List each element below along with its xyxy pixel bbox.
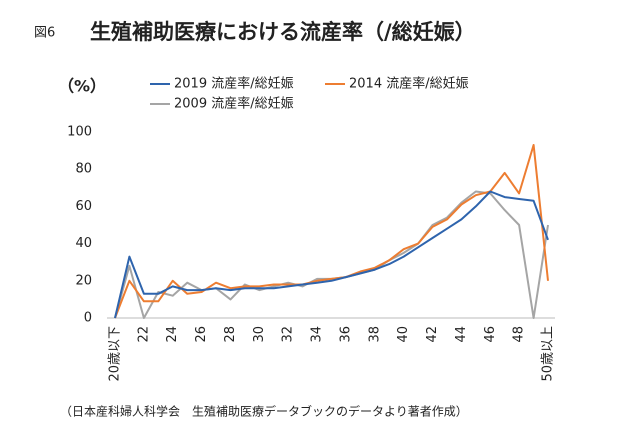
y-tick-label: 60: [75, 199, 92, 214]
x-tick-label: 30: [252, 326, 267, 343]
y-tick-label: 0: [84, 311, 92, 326]
chart-title: 生殖補助医療における流産率（/総妊娠）: [90, 20, 476, 44]
x-tick-label: 38: [367, 326, 382, 343]
x-tick-label: 44: [454, 326, 469, 343]
x-tick-label: 32: [281, 326, 296, 343]
x-tick-label: 40: [396, 326, 411, 343]
x-tick-label: 20歳以下: [108, 326, 123, 382]
figure-label: 図6: [34, 26, 55, 41]
x-tick-label: 36: [338, 326, 353, 343]
legend-label: 2009 流産率/総妊娠: [174, 96, 294, 112]
legend-label: 2014 流産率/総妊娠: [349, 76, 469, 92]
y-tick-label: 100: [67, 125, 92, 140]
y-unit: （%）: [58, 77, 106, 96]
y-tick-label: 80: [75, 162, 92, 177]
x-tick-label: 24: [165, 326, 180, 343]
series-line: [114, 144, 549, 319]
x-tick-label: 42: [425, 326, 440, 343]
x-tick-label: 26: [194, 326, 209, 343]
y-tick-label: 40: [75, 236, 92, 251]
x-tick-label: 22: [136, 326, 151, 343]
y-tick-label: 20: [75, 273, 92, 288]
series-line: [114, 190, 549, 319]
x-tick-label: 46: [483, 326, 498, 343]
legend-label: 2019 流産率/総妊娠: [174, 76, 294, 92]
series-line: [114, 190, 549, 319]
source: （日本産科婦人科学会 生殖補助医療データブックのデータより著者作成）: [60, 404, 468, 419]
x-tick-label: 48: [512, 326, 527, 343]
x-tick-label: 34: [310, 326, 325, 343]
x-tick-label: 28: [223, 326, 238, 343]
x-tick-label: 50歳以上: [541, 326, 556, 382]
